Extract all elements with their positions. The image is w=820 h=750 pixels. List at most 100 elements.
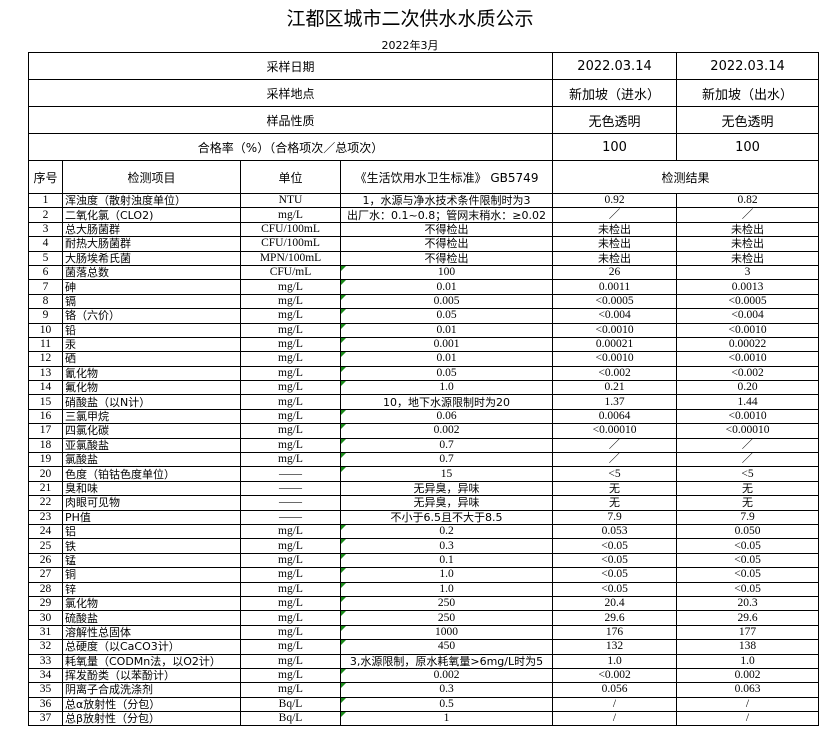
unit: CFU/100mL (240, 236, 341, 252)
standard-limit: 0.002 (339, 667, 554, 684)
standard-limit: 0.3 (339, 538, 554, 554)
unit: mg/L (240, 279, 341, 295)
result-inlet: 1.0 (552, 653, 678, 669)
standard-limit: 1000 (339, 624, 554, 641)
table-row: 11 汞 mg/L 0.001 0.00021 0.00022 (28, 336, 820, 353)
result-inlet: / (552, 696, 678, 713)
result-inlet: 无 (552, 495, 678, 511)
table-row: 3 总大肠菌群 CFU/100mL 不得检出 未检出 未检出 (28, 221, 820, 238)
table-row: 15 硝酸盐（以N计） mg/L 10，地下水源限制时为20 1.37 1.44 (28, 394, 820, 410)
summary-row: 采样日期 2022.03.14 2022.03.14 (27, 52, 820, 80)
summary-row: 采样地点 新加坡（进水） 新加坡（出水） (27, 79, 820, 107)
test-item: 二氧化氯（CLO2) (62, 207, 241, 223)
cell-marker-icon (341, 712, 346, 718)
row-number: 37 (28, 711, 63, 727)
table-row: 33 耗氧量（CODMn法，以O2计） mg/L 3,水源限制，原水耗氧量>6mg/L… (28, 653, 820, 669)
row-number: 7 (28, 279, 63, 295)
result-outlet: <0.05 (676, 538, 820, 554)
unit: mg/L (240, 667, 341, 684)
standard-limit: 10，地下水源限制时为20 (339, 394, 554, 410)
result-outlet: 138 (676, 639, 820, 655)
standard-limit: 无异臭，异味 (339, 480, 554, 497)
table-row: 18 亚氯酸盐 mg/L 0.7 ／／ (28, 437, 820, 454)
row-number: 25 (28, 538, 63, 554)
result-outlet: 7.9 (676, 509, 820, 525)
cell-marker-icon (341, 453, 346, 459)
table-row: 27 铜 mg/L 1.0 <0.05 <0.05 (28, 567, 820, 583)
result-outlet: 无 (676, 495, 820, 511)
result-inlet: <0.05 (552, 552, 678, 569)
unit: mg/L (240, 682, 341, 698)
unit: Bq/L (240, 711, 341, 727)
result-inlet: 1.37 (552, 394, 678, 410)
table-row: 20 色度（铂钴色度单位） —— 15 <5 <5 (28, 466, 820, 482)
table-row: 4 耐热大肠菌群 CFU/100mL 不得检出 未检出 未检出 (28, 236, 820, 252)
result-outlet: <0.004 (676, 308, 820, 324)
cell-marker-icon (341, 266, 346, 271)
unit: NTU (240, 192, 341, 209)
cell-marker-icon (341, 352, 346, 358)
unit: mg/L (240, 408, 341, 425)
header-row: 序号 检测项目 单位 《生活饮用水卫生标准》 GB5749 检测结果 (28, 160, 820, 194)
result-outlet: <0.05 (676, 581, 820, 597)
summary-value-inlet: 2022.03.14 (552, 52, 678, 80)
cell-marker-icon (341, 439, 346, 444)
result-inlet: <0.0010 (552, 351, 678, 367)
result-inlet: ／ (552, 452, 678, 468)
standard-limit: 0.01 (339, 351, 554, 367)
result-inlet: <5 (552, 466, 678, 482)
result-inlet: 0.056 (552, 682, 678, 698)
row-number: 32 (28, 639, 63, 655)
cell-marker-icon (341, 410, 346, 415)
result-outlet: 1.0 (676, 653, 820, 669)
row-number: 3 (28, 221, 63, 238)
table-row: 31 溶解性总固体 mg/L 1000 176 177 (28, 624, 820, 641)
standard-limit: 不得检出 (339, 236, 554, 252)
cell-marker-icon (341, 295, 346, 300)
row-number: 19 (28, 452, 63, 468)
result-outlet: <0.0010 (676, 351, 820, 367)
result-inlet: 132 (552, 639, 678, 655)
test-item: 总硬度（以CaCO3计） (62, 639, 241, 655)
unit: mg/L (240, 423, 341, 439)
test-item: 砷 (62, 279, 241, 295)
result-outlet: <0.00010 (676, 423, 820, 439)
result-outlet: <0.0005 (676, 293, 820, 310)
standard-limit: 不得检出 (339, 221, 554, 238)
standard-limit: 1，水源与净水技术条件限制时为3 (339, 192, 554, 209)
standard-limit: 0.005 (339, 293, 554, 310)
row-number: 18 (28, 437, 63, 454)
cell-marker-icon (341, 640, 346, 646)
standard-limit: 0.7 (339, 437, 554, 454)
standard-limit: 无异臭，异味 (339, 495, 554, 511)
standard-limit: 0.1 (339, 552, 554, 569)
result-inlet: / (552, 711, 678, 727)
table-row: 7 砷 mg/L 0.01 0.0011 0.0013 (28, 279, 820, 295)
unit: mg/L (240, 308, 341, 324)
header-no: 序号 (28, 160, 63, 194)
row-number: 22 (28, 495, 63, 511)
cell-marker-icon (341, 467, 346, 473)
result-inlet: <0.0010 (552, 322, 678, 338)
test-item: 臭和味 (62, 480, 241, 497)
row-number: 33 (28, 653, 63, 669)
summary-row: 样品性质 无色透明 无色透明 (27, 106, 820, 134)
row-number: 20 (28, 466, 63, 482)
table-row: 17 四氯化碳 mg/L 0.002 <0.00010 <0.00010 (28, 423, 820, 439)
standard-limit: 0.2 (339, 523, 554, 540)
result-inlet: <0.05 (552, 538, 678, 554)
result-inlet: 未检出 (552, 250, 678, 266)
standard-limit: 15 (339, 466, 554, 482)
result-inlet: 未检出 (552, 236, 678, 252)
test-item: 汞 (62, 336, 241, 353)
unit: mg/L (240, 207, 341, 223)
summary-value-inlet: 新加坡（进水） (552, 79, 678, 107)
table-row: 26 锰 mg/L 0.1 <0.05 <0.05 (28, 552, 820, 569)
standard-limit: 1.0 (339, 581, 554, 597)
test-item: 总β放射性（分包） (62, 711, 241, 727)
unit: mg/L (240, 380, 341, 396)
row-number: 27 (28, 567, 63, 583)
unit: mg/L (240, 552, 341, 569)
cell-marker-icon (341, 539, 346, 545)
test-item: 氯化物 (62, 595, 241, 612)
